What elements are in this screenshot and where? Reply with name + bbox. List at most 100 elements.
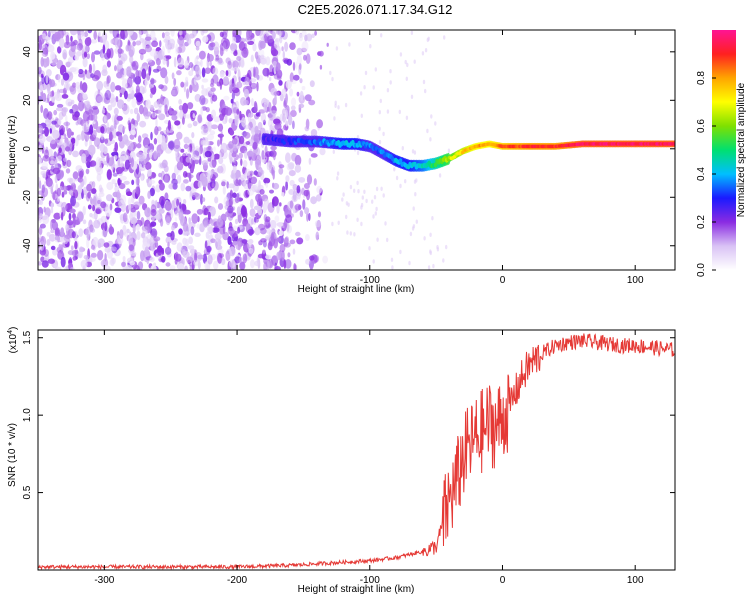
noise-speckle: [207, 254, 213, 265]
snr-x-ticks: -300 -200 -100 0 100: [94, 330, 644, 586]
noise-speckle: [178, 105, 184, 111]
noise-speckle: [150, 221, 157, 227]
noise-speckle: [78, 100, 85, 112]
noise-speckle: [131, 60, 139, 71]
noise-speckle: [356, 150, 360, 156]
noise-speckle: [171, 240, 177, 245]
noise-speckle: [232, 36, 237, 45]
noise-speckle: [59, 37, 65, 49]
noise-speckle: [188, 33, 195, 39]
noise-speckle: [421, 51, 425, 56]
noise-speckle: [237, 240, 241, 251]
noise-speckle: [301, 86, 306, 91]
noise-speckle: [174, 217, 178, 222]
noise-speckle: [70, 35, 73, 42]
noise-speckle: [53, 263, 57, 269]
noise-speckle: [292, 61, 296, 71]
colorbar-ticks: 0.0 0.2 0.4 0.6 0.8: [696, 71, 716, 277]
noise-speckle: [212, 146, 216, 152]
noise-speckle: [63, 190, 68, 195]
noise-speckle: [88, 144, 96, 156]
noise-speckle: [386, 237, 389, 243]
noise-speckle: [53, 151, 57, 159]
noise-speckle: [194, 93, 201, 102]
noise-speckle: [322, 255, 328, 264]
noise-speckle: [106, 169, 112, 180]
noise-speckle: [210, 87, 216, 92]
noise-speckle: [207, 211, 211, 220]
noise-speckle: [187, 102, 194, 110]
noise-speckle: [58, 147, 62, 154]
noise-speckle: [150, 264, 157, 270]
noise-speckle: [207, 133, 215, 141]
noise-speckle: [72, 216, 80, 226]
noise-speckle: [84, 131, 90, 142]
noise-speckle: [368, 246, 371, 251]
noise-speckle: [243, 160, 248, 168]
noise-speckle: [314, 30, 317, 36]
noise-speckle: [46, 136, 53, 142]
noise-speckle: [50, 51, 56, 60]
noise-speckle: [232, 192, 237, 198]
noise-speckle: [165, 175, 170, 183]
noise-speckle: [209, 82, 215, 88]
noise-speckle: [183, 136, 190, 144]
noise-speckle: [112, 172, 118, 177]
noise-speckle: [306, 174, 313, 185]
noise-speckle: [333, 116, 336, 121]
noise-speckle: [161, 45, 166, 57]
noise-speckle: [311, 33, 315, 39]
noise-speckle: [78, 249, 83, 259]
noise-speckle: [372, 259, 375, 264]
noise-speckle: [233, 157, 237, 165]
noise-speckle: [232, 137, 238, 145]
noise-speckle: [187, 37, 192, 45]
noise-speckle: [288, 170, 296, 177]
noise-speckle: [317, 211, 322, 218]
noise-speckle: [136, 92, 143, 103]
noise-speckle: [171, 200, 175, 211]
noise-speckle: [39, 213, 43, 219]
noise-speckle: [227, 205, 234, 214]
noise-speckle: [147, 223, 151, 234]
noise-speckle: [143, 144, 150, 155]
noise-speckle: [129, 260, 135, 266]
noise-speckle: [134, 75, 142, 85]
noise-speckle: [114, 65, 117, 72]
noise-speckle: [206, 245, 212, 252]
noise-speckle: [116, 167, 124, 174]
noise-speckle: [371, 199, 374, 204]
noise-speckle: [118, 134, 123, 142]
noise-speckle: [427, 36, 430, 41]
noise-speckle: [49, 127, 52, 134]
noise-speckle: [164, 104, 168, 115]
noise-speckle: [389, 69, 392, 74]
noise-speckle: [216, 218, 224, 228]
noise-speckle: [175, 43, 179, 55]
noise-speckle: [246, 150, 254, 157]
noise-speckle: [151, 40, 159, 48]
noise-speckle: [42, 47, 49, 55]
noise-speckle: [234, 196, 240, 204]
noise-speckle: [304, 207, 310, 215]
noise-speckle: [196, 208, 204, 215]
noise-speckle: [202, 164, 209, 170]
noise-speckle: [171, 114, 178, 121]
noise-speckle: [38, 39, 43, 51]
noise-speckle: [195, 46, 200, 51]
noise-speckle: [65, 98, 73, 107]
y-tick-label: 40: [22, 46, 33, 58]
noise-speckle: [233, 225, 238, 231]
noise-speckle: [159, 182, 165, 191]
noise-speckle: [45, 177, 53, 187]
noise-speckle: [284, 259, 292, 269]
noise-speckle: [191, 213, 199, 224]
noise-speckle: [241, 239, 248, 244]
noise-speckle: [228, 198, 233, 208]
noise-speckle: [125, 66, 132, 77]
colorbar-tick-label: 0.6: [696, 119, 707, 133]
noise-speckle: [93, 30, 97, 40]
noise-speckle: [408, 260, 411, 266]
noise-speckle: [260, 112, 267, 123]
noise-speckle: [189, 143, 193, 152]
